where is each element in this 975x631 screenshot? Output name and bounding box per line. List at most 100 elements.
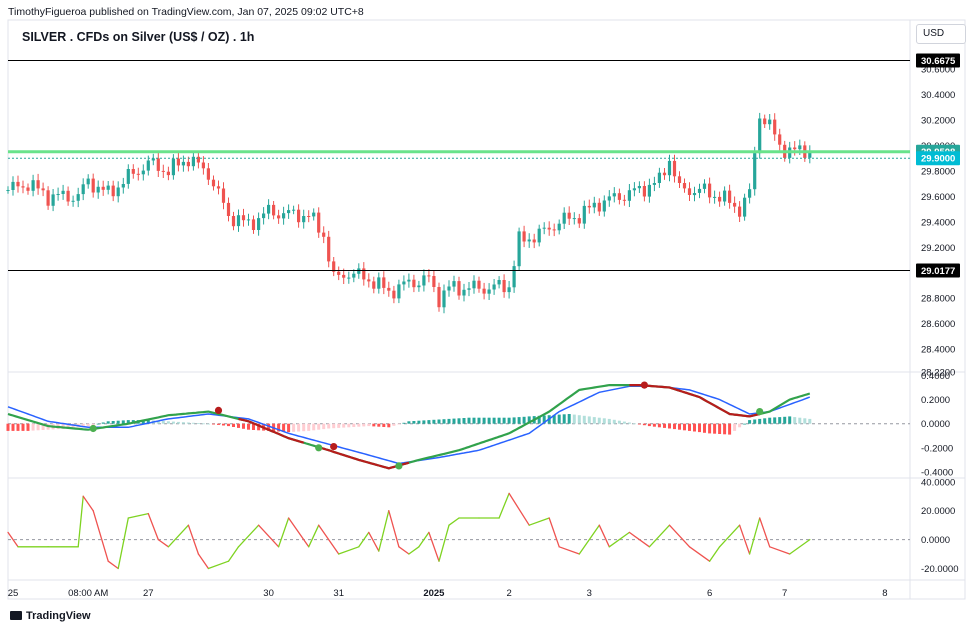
tradingview-logo-icon [10, 611, 22, 620]
candle-down [16, 181, 20, 187]
candle-down [728, 190, 732, 203]
macd-histogram-bar [277, 423, 281, 432]
macd-histogram-bar [292, 423, 296, 432]
macd-histogram-bar [673, 423, 676, 430]
macd-histogram-bar [783, 416, 787, 424]
macd-histogram-bar [652, 423, 656, 427]
macd-histogram-bar [86, 423, 90, 427]
macd-histogram-bar [297, 423, 301, 432]
macd-histogram-bar [592, 417, 596, 424]
macd-histogram-bar [577, 415, 581, 424]
candle-down [46, 190, 50, 206]
macd-histogram-bar [512, 417, 516, 424]
macd-histogram-bar [81, 423, 85, 427]
macd-histogram-bar [683, 423, 686, 431]
macd-histogram-bar [637, 423, 641, 425]
candle-down [206, 168, 210, 180]
macd-histogram-bar [161, 421, 165, 424]
candle-up [517, 231, 521, 267]
oscillator-segment [789, 538, 811, 555]
candle-down [362, 268, 366, 280]
candle-down [131, 169, 135, 174]
macd-histogram-bar [462, 418, 466, 424]
bearish-cross-marker [330, 443, 338, 451]
macd-histogram-bar [237, 423, 240, 428]
candle-up [562, 212, 566, 224]
candle-up [487, 289, 491, 294]
tradingview-logo[interactable]: TradingView [10, 610, 91, 622]
macd-histogram-bar [632, 423, 636, 425]
candle-down [412, 279, 416, 288]
macd-histogram-bar [227, 423, 230, 427]
candle-down [617, 193, 621, 200]
macd-histogram-bar [642, 423, 646, 426]
chart-title: SILVER . CFDs on Silver (US$ / OZ) . 1h [22, 30, 255, 44]
oscillator-segment [187, 524, 200, 555]
candle-down [482, 288, 486, 294]
time-axis-tick: 7 [782, 588, 787, 599]
macd-histogram-bar [728, 423, 732, 435]
oscillator-segment [167, 524, 190, 548]
macd-histogram-bar [607, 418, 611, 424]
candle-down [437, 287, 441, 308]
macd-histogram-bar [437, 419, 441, 424]
macd-histogram-bar [733, 423, 737, 431]
macd-histogram-bar [232, 423, 235, 427]
candle-up [702, 183, 707, 189]
candle-up [657, 172, 661, 183]
macd-histogram-bar [171, 421, 175, 424]
price-label-box [916, 151, 960, 166]
candle-up [352, 273, 356, 278]
macd-histogram-bar [432, 419, 436, 424]
macd-histogram-bar [302, 423, 306, 432]
macd-histogram-bar [201, 423, 205, 425]
macd-histogram-bar [387, 423, 391, 428]
macd-histogram-bar [332, 423, 336, 429]
macd-histogram-bar [11, 423, 15, 431]
macd-histogram-bar [21, 423, 25, 431]
currency-selector[interactable]: USD [916, 24, 966, 44]
macd-histogram-bar [141, 420, 145, 424]
oscillator-segment [428, 531, 440, 562]
candle-down [793, 147, 797, 150]
price-axis-tick: 30.6000 [921, 65, 955, 76]
candle-down [502, 280, 506, 293]
macd-histogram-bar [96, 423, 100, 425]
macd-histogram-bar [447, 418, 451, 424]
macd-histogram-bar [101, 422, 105, 424]
candle-up [527, 239, 531, 242]
candle-up [612, 193, 616, 197]
candle-up [51, 194, 55, 206]
candle-up [647, 184, 651, 197]
macd-histogram-bar [242, 423, 245, 429]
time-axis-tick: 8 [882, 588, 887, 599]
macd-histogram-bar [217, 423, 220, 425]
candle-down [186, 161, 190, 167]
oscillator-segment [769, 546, 791, 555]
candle-down [382, 277, 386, 288]
macd-histogram-bar [367, 423, 371, 427]
price-axis-tick: 29.4000 [921, 217, 955, 228]
macd-histogram-bar [612, 419, 616, 424]
candle-up [798, 145, 802, 150]
macd-histogram-bar [753, 419, 757, 424]
macd-histogram-bar [522, 416, 526, 424]
macd-histogram-bar [287, 423, 291, 433]
candle-down [733, 202, 737, 207]
oscillator-segment [358, 531, 370, 548]
candle-up [6, 190, 10, 191]
macd-histogram-bar [41, 423, 45, 430]
macd-histogram-bar [402, 422, 406, 424]
macd-axis-tick: -0.4000 [921, 468, 953, 479]
macd-histogram-bar [442, 419, 446, 424]
candle-up [692, 193, 697, 196]
macd-histogram-bar [572, 414, 576, 424]
candle-down [387, 287, 391, 291]
candle-up [627, 190, 631, 201]
candle-down [231, 216, 236, 227]
macd-histogram-bar [71, 423, 75, 428]
candle-up [347, 277, 351, 279]
macd-histogram-bar [196, 423, 200, 424]
candle-up [31, 180, 35, 191]
